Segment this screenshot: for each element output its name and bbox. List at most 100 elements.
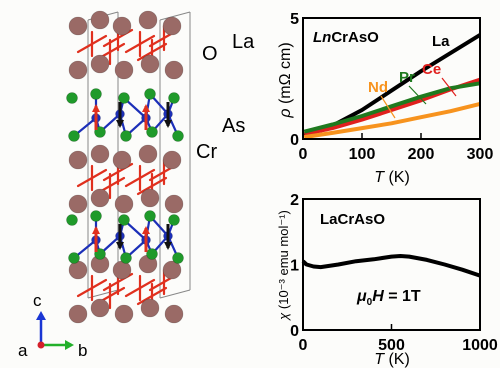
resistivity-series — [303, 33, 482, 140]
resistivity-chart: 0 100 200 300 05 LnCrAsO La Ce Pr Nd ρ (mΩ … — [277, 11, 493, 186]
spin-down-arrowhead — [116, 242, 124, 250]
legend-ce: Ce — [422, 61, 441, 78]
as-atom — [90, 210, 102, 222]
resistivity-x-tick-label: 300 — [467, 146, 494, 163]
pointer-ce — [441, 77, 457, 97]
resistivity-series-la — [303, 33, 482, 138]
legend-nd: Nd — [368, 79, 388, 96]
as-atom — [66, 214, 78, 226]
la-atom — [90, 54, 110, 74]
as-atom — [118, 92, 130, 104]
susceptibility-y-tick-label: 2 — [290, 192, 299, 209]
axis-a-label: a — [18, 341, 28, 360]
susceptibility-x-tick-label: 1000 — [462, 337, 498, 354]
la-atom — [68, 304, 88, 324]
as-atom — [168, 92, 180, 104]
la-atom — [112, 260, 132, 280]
spin-arrows — [92, 102, 172, 252]
la-atom — [90, 188, 110, 208]
resistivity-plot-frame — [302, 17, 481, 140]
resistivity-chart-title: LnCrAsO — [313, 29, 379, 46]
la-atom — [164, 194, 184, 214]
la-atom — [138, 10, 158, 30]
susceptibility-chart-title: LaCrAsO — [320, 211, 385, 228]
la-atom — [114, 194, 134, 214]
label-as: As — [222, 115, 245, 137]
axis-c-label: c — [33, 291, 42, 310]
la-atom — [68, 16, 88, 36]
la-atom — [114, 60, 134, 80]
label-o: O — [202, 43, 218, 65]
la-atom — [162, 16, 182, 36]
susceptibility-chart: 0 500 1000 0 1 2 LaCrAsO μ0H = 1T χ (10⁻³ em… — [276, 192, 498, 368]
susceptibility-series-0 — [301, 254, 481, 278]
susceptibility-x-tick-label: 500 — [378, 337, 405, 354]
crystal-axes: c a b — [18, 291, 87, 360]
pointer-nd — [380, 95, 396, 119]
la-atom — [68, 150, 88, 170]
la-atom — [68, 260, 88, 280]
susceptibility-x-label: T (K) — [374, 351, 410, 368]
susceptibility-y-label: χ (10⁻³ emu mol⁻¹) — [276, 210, 291, 321]
spin-up-arrowhead — [142, 226, 150, 234]
susceptibility-y-tick-label: 1 — [290, 258, 299, 275]
la-atom — [138, 144, 158, 164]
crystal-structure — [66, 10, 191, 324]
la-atom — [140, 188, 160, 208]
as-atom — [68, 252, 80, 264]
resistivity-y-ticks: 05 — [290, 11, 309, 149]
resistivity-x-label: T (K) — [374, 169, 410, 186]
spin-down-arrowhead — [164, 120, 172, 128]
cell-edge — [159, 11, 191, 21]
axis-b-label: b — [78, 341, 87, 360]
la-atom — [112, 150, 132, 170]
a-axis-dot — [37, 341, 45, 349]
as-atom — [120, 130, 132, 142]
susceptibility-y-ticks: 0 1 2 — [290, 192, 309, 340]
la-atom — [68, 60, 88, 80]
as-atom — [146, 126, 158, 138]
la-atom — [164, 60, 184, 80]
susceptibility-series — [301, 254, 481, 278]
la-atom — [90, 144, 110, 164]
spin-up-arrowhead — [92, 104, 100, 112]
legend-la: La — [432, 33, 450, 50]
as-atom — [168, 214, 180, 226]
la-atom — [162, 150, 182, 170]
c-axis-arrowhead — [36, 311, 46, 320]
atoms — [66, 10, 184, 324]
as-atom — [120, 252, 132, 264]
la-atom — [162, 260, 182, 280]
resistivity-x-tick-label: 0 — [299, 146, 308, 163]
la-atom — [90, 10, 110, 30]
label-la: La — [232, 31, 255, 53]
resistivity-y-tick-label: 0 — [290, 132, 299, 149]
cell-edge — [159, 289, 191, 299]
susceptibility-x-ticks: 0 500 1000 — [299, 324, 498, 354]
as-atom — [144, 210, 156, 222]
resistivity-x-ticks: 0 100 200 300 — [299, 133, 494, 163]
as-atom — [118, 214, 130, 226]
la-atom — [140, 298, 160, 318]
la-atom — [112, 16, 132, 36]
susceptibility-y-tick-label: 0 — [290, 323, 299, 340]
spin-up-arrowhead — [92, 226, 100, 234]
label-cr: Cr — [196, 141, 217, 163]
la-atom — [114, 304, 134, 324]
resistivity-series-nd — [303, 101, 481, 140]
field-annotation: μ0H = 1T — [356, 288, 421, 308]
susceptibility-x-tick-label: 0 — [299, 337, 308, 354]
la-atom — [68, 194, 88, 214]
as-atom — [144, 88, 156, 100]
as-atom — [172, 130, 184, 142]
spin-down-arrowhead — [116, 120, 124, 128]
as-atom — [66, 92, 78, 104]
as-atom — [146, 248, 158, 260]
resistivity-x-tick-label: 100 — [349, 146, 376, 163]
la-atom — [140, 54, 160, 74]
as-atom — [68, 130, 80, 142]
unit-cell-outline — [87, 11, 191, 299]
resistivity-y-tick-label: 5 — [290, 11, 299, 28]
legend-pr: Pr — [399, 69, 415, 86]
